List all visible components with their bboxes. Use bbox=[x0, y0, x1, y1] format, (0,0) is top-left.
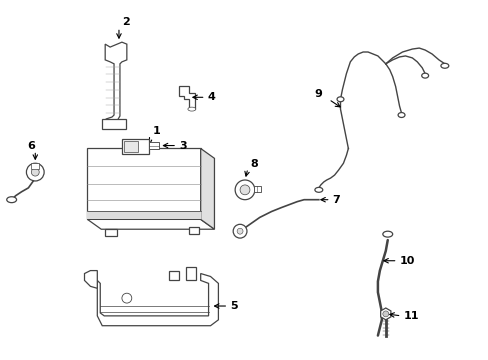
Text: 3: 3 bbox=[179, 140, 186, 150]
Bar bbox=[105, 229, 117, 236]
Bar bbox=[87, 148, 200, 219]
Ellipse shape bbox=[187, 107, 195, 111]
Circle shape bbox=[240, 185, 249, 195]
Bar bbox=[87, 211, 200, 219]
Bar bbox=[122, 139, 149, 154]
Polygon shape bbox=[87, 219, 214, 229]
Bar bbox=[188, 227, 198, 234]
Text: 4: 4 bbox=[207, 92, 215, 102]
Polygon shape bbox=[84, 271, 97, 288]
Text: 2: 2 bbox=[122, 18, 129, 27]
Circle shape bbox=[237, 228, 243, 234]
Ellipse shape bbox=[440, 63, 448, 68]
Polygon shape bbox=[102, 119, 125, 129]
Polygon shape bbox=[185, 267, 195, 280]
Circle shape bbox=[26, 163, 44, 181]
Bar bbox=[253, 186, 260, 192]
Polygon shape bbox=[105, 42, 126, 123]
Circle shape bbox=[235, 180, 254, 200]
Circle shape bbox=[233, 224, 246, 238]
Polygon shape bbox=[97, 274, 218, 326]
Circle shape bbox=[31, 168, 39, 176]
Polygon shape bbox=[179, 86, 194, 109]
Text: 10: 10 bbox=[399, 256, 414, 266]
Text: 7: 7 bbox=[332, 195, 340, 205]
Text: 9: 9 bbox=[313, 89, 321, 99]
Circle shape bbox=[382, 311, 388, 317]
Ellipse shape bbox=[336, 97, 343, 102]
Text: 11: 11 bbox=[403, 311, 418, 321]
Circle shape bbox=[122, 293, 131, 303]
Bar bbox=[123, 141, 138, 152]
Ellipse shape bbox=[382, 231, 392, 237]
Text: 6: 6 bbox=[27, 140, 35, 150]
Polygon shape bbox=[200, 148, 214, 229]
Text: 5: 5 bbox=[230, 301, 237, 311]
Ellipse shape bbox=[397, 113, 404, 117]
Bar bbox=[31, 163, 39, 169]
Polygon shape bbox=[169, 271, 179, 280]
Text: 8: 8 bbox=[249, 159, 257, 169]
Polygon shape bbox=[380, 308, 390, 320]
Bar bbox=[149, 141, 159, 149]
Ellipse shape bbox=[421, 73, 428, 78]
Ellipse shape bbox=[7, 197, 17, 203]
Ellipse shape bbox=[314, 188, 322, 192]
Text: 1: 1 bbox=[152, 126, 160, 136]
